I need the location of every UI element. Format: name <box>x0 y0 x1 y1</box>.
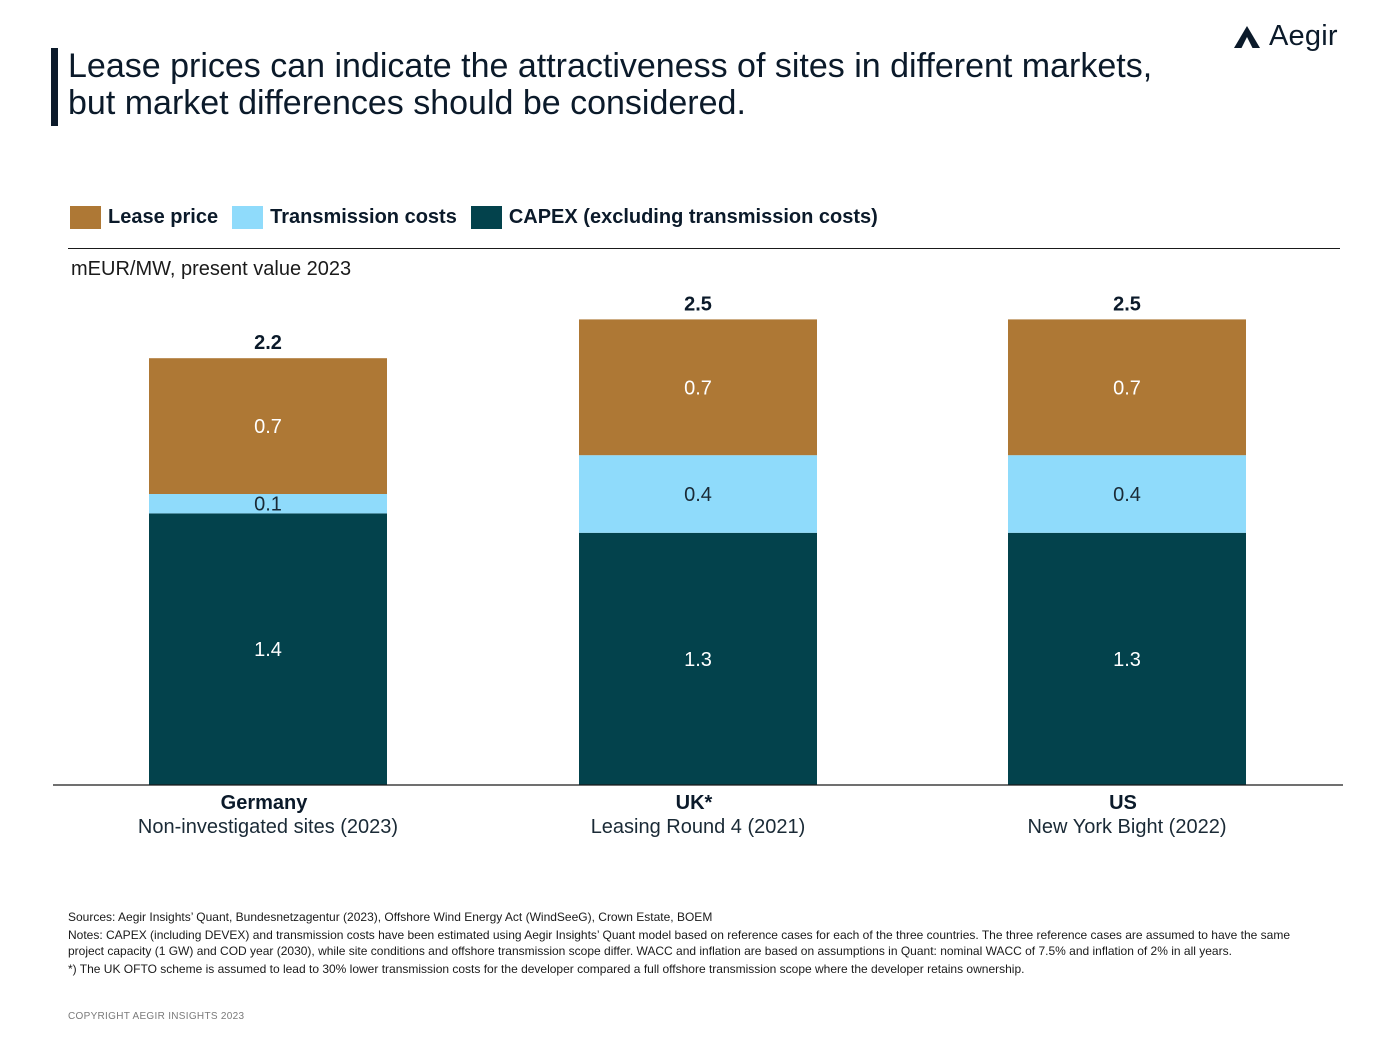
legend-label-capex: CAPEX (excluding transmission costs) <box>508 206 878 228</box>
data-label-germany-transmission-costs: 0.1 <box>254 494 282 516</box>
legend-label-transmission-costs: Transmission costs <box>270 206 457 228</box>
data-label-uk-capex: 1.3 <box>684 649 712 671</box>
legend-item-capex: CAPEX (excluding transmission costs) <box>470 206 878 229</box>
brand-name: Aegir <box>1269 20 1338 52</box>
bar-segment-us-lease-price <box>1008 319 1246 456</box>
data-label-us-capex: 1.3 <box>1113 649 1141 671</box>
total-label-us: 2.5 <box>1113 293 1141 315</box>
data-label-us-lease-price: 0.7 <box>1113 377 1141 399</box>
chart-legend: Lease price Transmission costs CAPEX (ex… <box>70 206 892 229</box>
bar-segment-germany-lease-price <box>149 358 387 494</box>
category-label-germany: Germany <box>221 792 309 814</box>
category-sublabel-germany: Non-investigated sites (2023) <box>138 816 398 838</box>
bar-segment-us-transmission-costs <box>1008 455 1246 533</box>
data-label-germany-capex: 1.4 <box>254 639 282 661</box>
brand-logo: Aegir <box>1233 20 1338 53</box>
bar-segment-uk-capex <box>579 532 817 785</box>
sources-note: Sources: Aegir Insights’ Quant, Bundesne… <box>68 910 713 924</box>
bar-segment-us-capex <box>1008 532 1246 785</box>
bar-segment-uk-lease-price <box>579 319 817 456</box>
data-label-germany-lease-price: 0.7 <box>254 416 282 438</box>
footnotes: Sources: Aegir Insights’ Quant, Bundesne… <box>68 909 1328 979</box>
bar-segment-germany-transmission-costs <box>149 494 387 514</box>
total-label-uk: 2.5 <box>684 293 712 315</box>
page-title: Lease prices can indicate the attractive… <box>68 47 1153 122</box>
category-sublabel-us: New York Bight (2022) <box>1027 816 1226 838</box>
legend-divider <box>68 248 1340 249</box>
category-sublabel-uk: Leasing Round 4 (2021) <box>591 816 806 838</box>
data-label-uk-transmission-costs: 0.4 <box>684 484 712 506</box>
copyright: COPYRIGHT AEGIR INSIGHTS 2023 <box>68 1011 245 1022</box>
aegir-triangle-logo-icon <box>1234 25 1260 48</box>
category-label-us: US <box>1109 792 1137 814</box>
bar-segment-germany-capex <box>149 513 387 785</box>
methodology-note: Notes: CAPEX (including DEVEX) and trans… <box>68 928 1290 958</box>
title-accent-bar <box>51 48 58 126</box>
legend-swatch-lease-price <box>70 206 101 229</box>
legend-item-lease-price: Lease price <box>70 206 218 229</box>
bar-segment-uk-transmission-costs <box>579 455 817 533</box>
legend-swatch-capex <box>470 206 502 229</box>
legend-label-lease-price: Lease price <box>108 206 219 228</box>
data-label-uk-lease-price: 0.7 <box>684 377 712 399</box>
data-label-us-transmission-costs: 0.4 <box>1113 484 1141 506</box>
legend-item-transmission-costs: Transmission costs <box>232 206 457 229</box>
category-label-uk: UK* <box>676 792 713 814</box>
uk-ofto-note: *) The UK OFTO scheme is assumed to lead… <box>68 962 1025 976</box>
legend-swatch-transmission-costs <box>232 206 264 229</box>
unit-label: mEUR/MW, present value 2023 <box>71 258 352 280</box>
total-label-germany: 2.2 <box>254 332 282 354</box>
